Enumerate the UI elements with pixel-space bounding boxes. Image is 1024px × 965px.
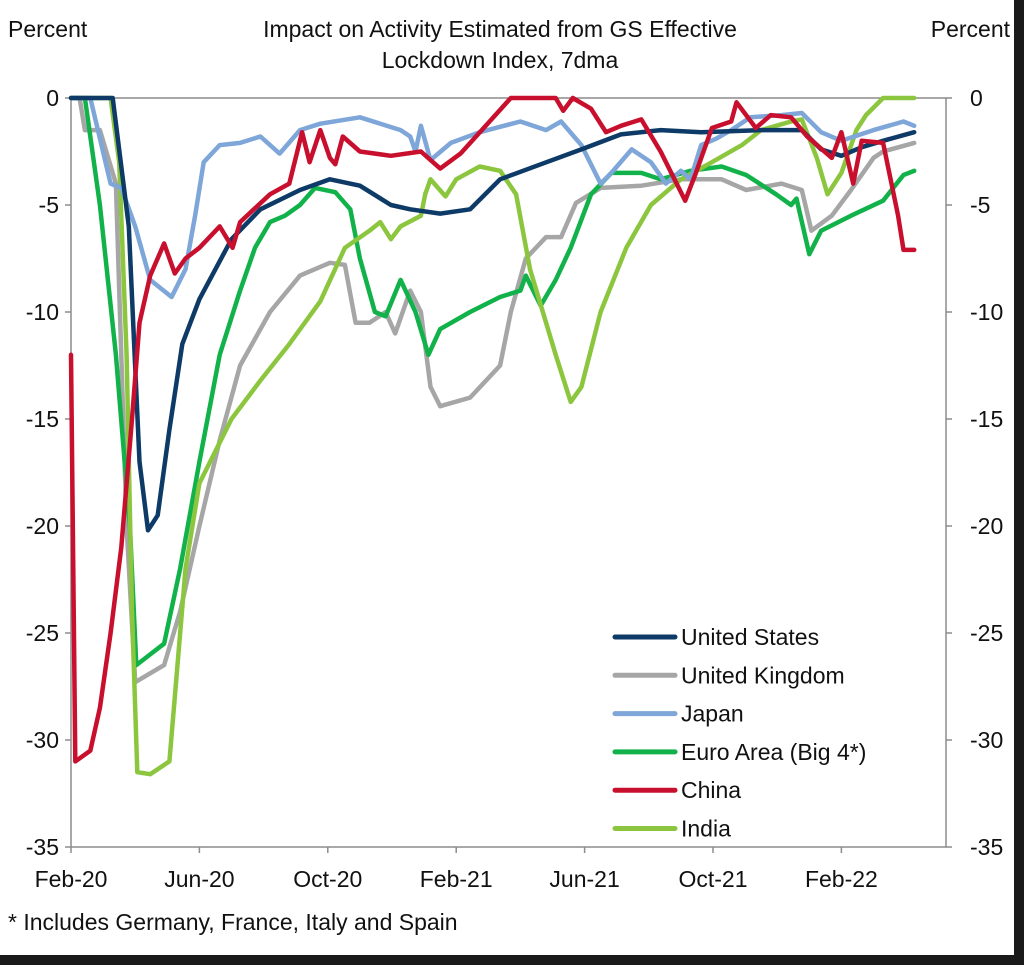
y-tick-label-right: -10 (970, 299, 1003, 325)
y-tick-label-left: -30 (26, 727, 59, 753)
y-tick-label-right: -35 (970, 834, 1003, 860)
y-tick-label-left: -10 (26, 299, 59, 325)
legend-label: Japan (681, 701, 744, 727)
y-tick-label-left: -5 (39, 192, 59, 218)
y-tick-label-right: -20 (970, 513, 1003, 539)
chart-title-line-1: Impact on Activity Estimated from GS Eff… (263, 16, 737, 42)
right-axis-unit-label: Percent (931, 16, 1011, 42)
y-tick-label-left: -15 (26, 406, 59, 432)
x-tick-label: Oct-20 (293, 866, 362, 892)
legend-label: China (681, 777, 741, 803)
x-tick-label: Feb-22 (805, 866, 878, 892)
chart-title-line-2: Lockdown Index, 7dma (382, 47, 619, 73)
legend-label: Euro Area (Big 4*) (681, 739, 866, 765)
x-tick-label: Jun-20 (164, 866, 234, 892)
series-line-japan (68, 95, 917, 300)
y-tick-label-right: -30 (970, 727, 1003, 753)
y-tick-label-right: 0 (970, 85, 983, 111)
series-line-euro-area-big-4 (68, 95, 917, 668)
y-tick-label-left: -25 (26, 620, 59, 646)
left-axis-unit-label: Percent (8, 16, 88, 42)
legend-label: United States (681, 624, 819, 650)
y-tick-label-right: -5 (970, 192, 990, 218)
x-tick-label: Feb-20 (35, 866, 108, 892)
y-tick-label-right: -25 (970, 620, 1003, 646)
legend-label: India (681, 816, 731, 842)
footnote: * Includes Germany, France, Italy and Sp… (8, 909, 458, 935)
y-tick-label-right: -15 (970, 406, 1003, 432)
y-tick-label-left: -35 (26, 834, 59, 860)
y-tick-label-left: 0 (46, 85, 59, 111)
series-line-china (68, 95, 917, 764)
x-tick-label: Oct-21 (678, 866, 747, 892)
y-tick-label-left: -20 (26, 513, 59, 539)
legend-label: United Kingdom (681, 662, 845, 688)
x-tick-label: Feb-21 (420, 866, 493, 892)
x-tick-label: Jun-21 (549, 866, 619, 892)
